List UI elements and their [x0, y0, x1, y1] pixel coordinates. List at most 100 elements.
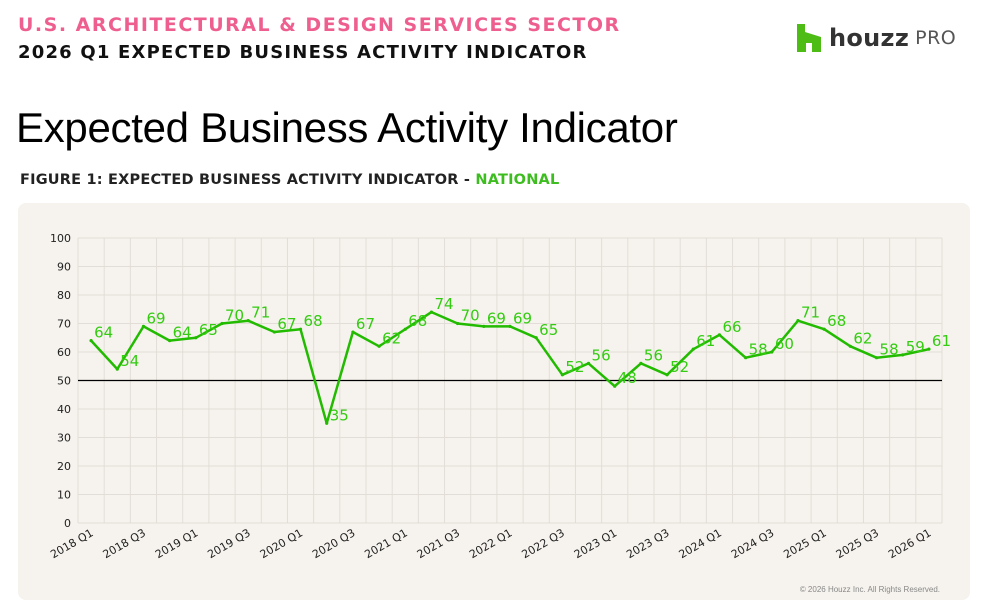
data-point — [246, 319, 250, 323]
x-tick-label: 2022 Q3 — [520, 526, 567, 561]
data-label: 68 — [408, 312, 427, 330]
data-label: 59 — [906, 338, 925, 356]
data-label: 67 — [356, 315, 375, 333]
data-label: 65 — [539, 321, 558, 339]
data-point — [325, 421, 329, 425]
data-point — [927, 347, 931, 351]
data-label: 69 — [146, 309, 165, 327]
y-tick-label: 30 — [57, 432, 71, 445]
sector-heading: U.S. ARCHITECTURAL & DESIGN SERVICES SEC… — [18, 14, 621, 36]
data-label: 60 — [775, 335, 794, 353]
x-tick-label: 2024 Q1 — [677, 526, 724, 561]
data-label: 56 — [644, 346, 663, 364]
data-label: 52 — [670, 358, 689, 376]
data-point — [717, 333, 722, 337]
data-label: 58 — [749, 341, 768, 359]
data-point — [901, 353, 905, 357]
data-point — [141, 324, 146, 328]
data-label: 62 — [853, 329, 872, 347]
data-label: 56 — [592, 346, 611, 364]
brand-suffix: PRO — [915, 27, 957, 49]
y-tick-label: 90 — [57, 261, 71, 274]
data-point — [272, 330, 276, 334]
x-tick-label: 2019 Q3 — [205, 526, 252, 561]
data-point — [220, 321, 224, 326]
x-tick-label: 2025 Q3 — [834, 526, 881, 561]
data-label: 70 — [461, 307, 480, 325]
data-point — [822, 327, 826, 331]
data-point — [534, 336, 538, 340]
data-label: 64 — [94, 324, 113, 342]
data-label: 68 — [304, 312, 323, 330]
data-point — [429, 310, 434, 314]
data-point — [482, 324, 486, 328]
data-point — [744, 356, 748, 360]
y-tick-label: 80 — [57, 289, 71, 302]
figure-caption: FIGURE 1: EXPECTED BUSINESS ACTIVITY IND… — [20, 172, 559, 188]
data-point — [770, 350, 774, 354]
data-point — [351, 330, 355, 334]
data-point — [848, 344, 852, 348]
data-label: 71 — [801, 304, 820, 322]
x-tick-label: 2021 Q3 — [415, 526, 462, 561]
houzz-pro-logo: houzz PRO — [797, 22, 956, 54]
x-tick-label: 2026 Q1 — [886, 526, 933, 561]
y-tick-label: 20 — [57, 460, 71, 473]
data-point — [560, 373, 564, 377]
data-label: 69 — [513, 309, 532, 327]
data-label: 69 — [487, 309, 506, 327]
x-tick-label: 2023 Q1 — [572, 526, 619, 561]
data-label: 66 — [722, 318, 741, 336]
data-point — [613, 384, 617, 388]
data-label: 58 — [880, 341, 899, 359]
y-tick-label: 40 — [57, 403, 71, 416]
data-label: 70 — [225, 307, 244, 325]
data-label: 48 — [618, 369, 637, 387]
data-point — [665, 373, 669, 377]
y-tick-label: 10 — [57, 489, 71, 502]
data-point — [298, 327, 303, 331]
x-tick-label: 2020 Q1 — [258, 526, 305, 561]
page-title: Expected Business Activity Indicator — [16, 104, 678, 151]
x-tick-label: 2019 Q1 — [153, 526, 200, 561]
data-point — [874, 356, 879, 360]
data-point — [403, 327, 407, 331]
data-label: 61 — [932, 332, 951, 350]
data-label: 74 — [434, 295, 453, 313]
data-label: 35 — [330, 406, 349, 424]
data-point — [168, 339, 172, 343]
x-tick-label: 2025 Q1 — [781, 526, 828, 561]
y-tick-label: 60 — [57, 346, 71, 359]
figure-caption-region: NATIONAL — [475, 172, 560, 188]
data-label: 61 — [696, 332, 715, 350]
x-tick-label: 2024 Q3 — [729, 526, 776, 561]
data-label: 65 — [199, 321, 218, 339]
data-point — [89, 339, 93, 343]
x-tick-label: 2020 Q3 — [310, 526, 357, 561]
y-tick-label: 0 — [64, 517, 71, 530]
data-point — [796, 319, 800, 323]
figure-caption-text: FIGURE 1: EXPECTED BUSINESS ACTIVITY IND… — [20, 172, 476, 188]
brand-name: houzz — [829, 24, 910, 52]
data-label: 62 — [382, 329, 401, 347]
data-label: 64 — [173, 324, 192, 342]
data-label: 52 — [565, 358, 584, 376]
y-tick-label: 50 — [57, 375, 71, 388]
y-tick-label: 100 — [50, 232, 71, 245]
data-label: 54 — [120, 352, 139, 370]
data-point — [508, 324, 512, 328]
copyright-notice: © 2026 Houzz Inc. All Rights Reserved. — [799, 585, 940, 594]
chart-panel: 0 10 20 30 40 50 60 70 80 90 100 2018 Q1 2018 Q3 2019… — [18, 203, 970, 600]
data-point — [456, 321, 460, 326]
x-tick-label: 2022 Q1 — [467, 526, 514, 561]
data-point — [115, 367, 119, 371]
houzz-logo-icon — [797, 24, 821, 52]
y-tick-label: 70 — [57, 318, 71, 331]
data-point — [639, 361, 643, 365]
data-label: 68 — [827, 312, 846, 330]
data-point — [586, 361, 591, 365]
data-label: 67 — [277, 315, 296, 333]
x-tick-label: 2018 Q1 — [48, 526, 95, 561]
data-label: 71 — [251, 304, 270, 322]
